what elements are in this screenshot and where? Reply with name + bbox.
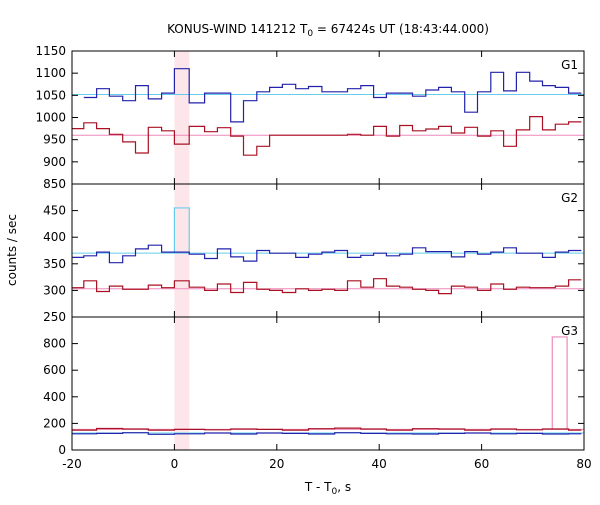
y-tick-label: 250 [43, 310, 66, 324]
y-tick-label: 400 [43, 230, 66, 244]
panel-frame [71, 50, 585, 185]
y-tick-label: 200 [43, 416, 66, 430]
y-tick-label: 850 [43, 177, 66, 191]
red-series-step-line [72, 116, 582, 156]
y-tick-label: 600 [43, 363, 66, 377]
panel-g3-series [72, 336, 584, 435]
spike-bin [551, 336, 568, 430]
x-tick-label: -20 [62, 457, 82, 471]
y-tick-label: 450 [43, 204, 66, 218]
y-tick-label: 1100 [35, 66, 66, 80]
x-tick-label: 20 [269, 457, 284, 471]
panel-frame [71, 316, 585, 451]
x-axis-label-prefix: T - T [304, 480, 332, 494]
chart-title-suffix: = 67424s UT (18:43:44.000) [313, 22, 489, 36]
panel-frame [71, 183, 585, 318]
chart-title-sub: 0 [307, 29, 313, 39]
y-tick-label: 800 [43, 337, 66, 351]
panel-g1-series [72, 68, 584, 156]
x-tick-label: 80 [576, 457, 591, 471]
x-axis-label-suffix: , s [337, 480, 351, 494]
chart-title-prefix: KONUS-WIND 141212 T [167, 22, 308, 36]
x-axis-label-sub: 0 [332, 487, 338, 497]
spike-bin [173, 207, 190, 254]
blue-series-step-line [72, 244, 582, 264]
y-tick-label: 300 [43, 283, 66, 297]
y-tick-label: 400 [43, 390, 66, 404]
y-tick-label: 0 [58, 443, 66, 457]
blue-series-step-line [72, 432, 582, 435]
blue-series-step-line [83, 68, 582, 123]
y-tick-label: 900 [43, 155, 66, 169]
trigger-interval-band [174, 51, 190, 450]
chart-marks: 8509009501000105011001150G12503003504004… [35, 44, 591, 471]
x-axis-label: T - T0, s [304, 480, 351, 497]
y-tick-label: 1150 [35, 44, 66, 58]
panel-label-g3: G3 [561, 324, 578, 338]
red-series-step-line [72, 278, 582, 295]
chart-title: KONUS-WIND 141212 T0 = 67424s UT (18:43:… [167, 22, 489, 39]
y-tick-label: 950 [43, 133, 66, 147]
x-tick-label: 60 [474, 457, 489, 471]
y-axis-label: counts / sec [5, 214, 19, 286]
y-tick-label: 350 [43, 257, 66, 271]
y-tick-label: 1000 [35, 111, 66, 125]
red-series-step-line [72, 427, 582, 431]
x-tick-label: 40 [372, 457, 387, 471]
panel-g2-series [72, 207, 584, 295]
x-tick-label: 0 [171, 457, 179, 471]
panel-label-g2: G2 [561, 191, 578, 205]
y-tick-label: 1050 [35, 88, 66, 102]
panel-label-g1: G1 [561, 58, 578, 72]
